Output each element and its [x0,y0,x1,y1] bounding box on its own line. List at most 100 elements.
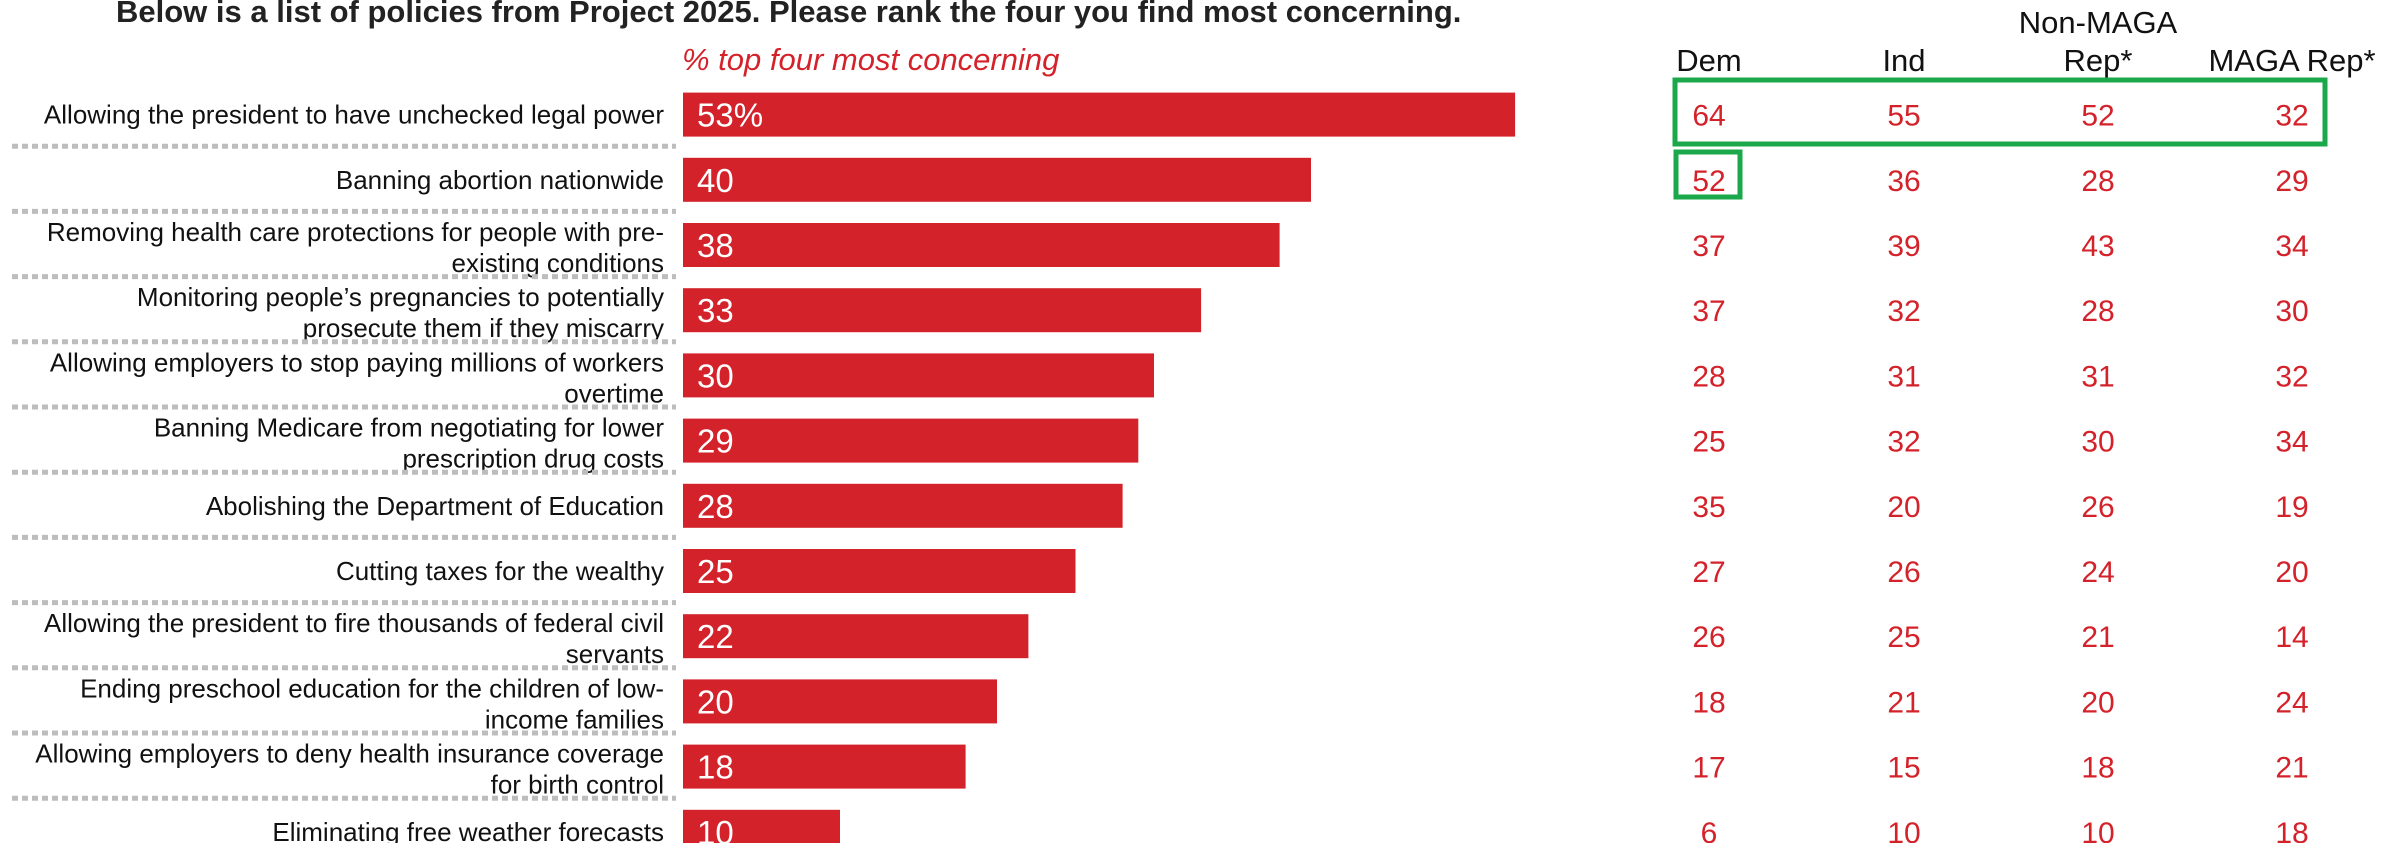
bars: 53% 40 38 33 30 29 28 25 22 20 18 10 [683,92,1516,843]
table-cell: 10 [1887,817,1920,843]
table-cell: 26 [1692,621,1725,654]
category-label: Banning Medicare from negotiating for lo… [154,413,665,443]
table-cell: 20 [2081,686,2114,719]
table-cell: 24 [2275,686,2308,719]
column-header: Dem [1676,43,1741,78]
table-cell: 32 [1887,426,1920,459]
bar-value-label: 18 [697,749,734,786]
category-label: income families [485,704,664,734]
bar-value-label: 30 [697,357,734,394]
bar [683,157,1311,202]
table-cell: 32 [1887,295,1920,328]
bar-value-label: 22 [697,618,734,655]
category-label: Banning abortion nationwide [336,165,664,195]
bar [683,549,1076,593]
bar [683,353,1154,398]
bar-value-label: 40 [697,162,734,199]
table-cell: 35 [1692,491,1725,524]
category-label: Allowing the president to fire thousands… [44,608,664,638]
table-cell: 64 [1692,100,1725,133]
table-cell: 19 [2275,491,2308,524]
table-cell: 10 [2081,817,2114,843]
table-cell: 18 [2081,752,2114,785]
category-label: Abolishing the Department of Education [206,491,664,521]
bar-value-label: 25 [697,553,734,590]
chart-subtitle: % top four most concerning [682,42,1060,77]
table-cell: 6 [1701,817,1718,843]
column-header: Non-MAGA [2019,5,2178,40]
table-cell: 28 [2081,165,2114,198]
table-cell: 21 [2275,752,2308,785]
table-cell: 34 [2275,426,2308,459]
table-cell: 52 [1692,165,1725,198]
table-cell: 14 [2275,621,2308,654]
bar-value-label: 33 [697,292,734,329]
table-cell: 52 [2081,100,2114,133]
category-label: Ending preschool education for the child… [80,673,664,703]
table-cell: 31 [1887,360,1920,393]
table-cell: 24 [2081,556,2114,589]
breakdown-table: 64 55 52 32 52 36 28 29 37 39 43 34 37 32 28 30 28 31 31 32… [1672,5,2376,843]
highlight-box-row1 [1672,77,2328,147]
category-labels: Allowing the president to have unchecked… [35,100,664,843]
bar-value-label: 28 [697,488,734,525]
table-cell: 34 [2275,230,2308,263]
category-label: Removing health care protections for peo… [47,217,664,247]
category-label: Allowing employers to deny health insura… [35,739,664,769]
table-cell: 36 [1887,165,1920,198]
category-label: Cutting taxes for the wealthy [336,556,664,586]
table-cell: 32 [2275,360,2308,393]
table-cell: 21 [2081,621,2114,654]
table-cell: 28 [1692,360,1725,393]
bar-value-label: 20 [697,683,734,720]
table-cell: 31 [2081,360,2114,393]
category-label: existing conditions [452,248,664,278]
table-cell: 20 [2275,556,2308,589]
bar [683,679,997,724]
bar [683,92,1516,137]
category-label: Monitoring people’s pregnancies to poten… [137,282,664,312]
bar [683,288,1202,333]
category-label: prosecute them if they miscarry [303,313,664,343]
row-separators [12,143,676,801]
table-cell: 43 [2081,230,2114,263]
table-cell: 27 [1692,556,1725,589]
table-cell: 30 [2081,426,2114,459]
table-cell: 29 [2275,165,2308,198]
bar-value-label: 53% [697,97,763,134]
bar [683,418,1139,463]
table-cell: 15 [1887,752,1920,785]
table-cell: 18 [1692,686,1725,719]
bar-value-label: 10 [697,814,734,843]
table-cell: 28 [2081,295,2114,328]
category-label: Allowing the president to have unchecked… [44,100,664,130]
table-cell: 20 [1887,491,1920,524]
chart-title: Below is a list of policies from Project… [116,0,1462,29]
table-cell: 17 [1692,752,1725,785]
category-label: prescription drug costs [402,444,664,474]
bar [683,809,840,843]
table-cell: 39 [1887,230,1920,263]
table-cell: 37 [1692,295,1725,328]
bar [683,223,1280,267]
bar [683,483,1123,528]
table-cell: 21 [1887,686,1920,719]
column-header: Rep* [2064,43,2133,78]
category-label: Eliminating free weather forecasts [272,817,664,843]
column-header: MAGA Rep* [2208,43,2375,78]
table-cell: 26 [2081,491,2114,524]
bar-value-label: 29 [697,423,734,460]
table-cell: 25 [1692,426,1725,459]
table-cell: 26 [1887,556,1920,589]
category-label: servants [566,639,664,669]
bar [683,744,966,789]
column-header: Ind [1882,43,1925,78]
table-cell: 32 [2275,100,2308,133]
table-cell: 30 [2275,295,2308,328]
table-cell: 37 [1692,230,1725,263]
highlight-box-dem-row2 [1673,149,1743,200]
category-label: overtime [564,378,664,408]
table-cell: 18 [2275,817,2308,843]
bar-value-label: 38 [697,227,734,264]
